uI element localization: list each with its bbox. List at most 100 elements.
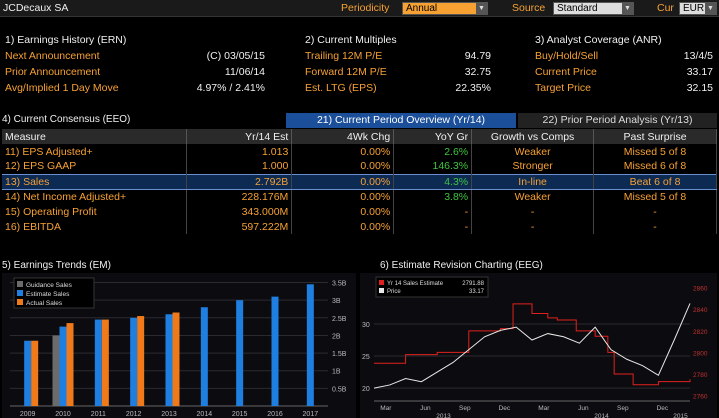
estimate-cell: 343.000M (186, 204, 293, 219)
table-row[interactable]: 13) Sales 2.792B 0.00% 4.3% In-line Beat… (2, 173, 717, 190)
surprise-cell: - (593, 204, 717, 219)
bar (66, 323, 74, 406)
y-tick-label-left: 25 (362, 354, 370, 361)
trailing-pe-value: 94.79 (464, 50, 491, 62)
bar (172, 312, 180, 406)
x-tick-label: 2011 (91, 411, 106, 418)
list-item: Prior Announcement 11/06/14 (5, 66, 265, 82)
column-header[interactable]: YoY Gr (393, 129, 473, 144)
bar (52, 335, 60, 406)
y-tick-label: 2B (332, 333, 341, 340)
surprise-cell: Missed 6 of 8 (593, 159, 717, 174)
legend-value: 33.17 (469, 289, 485, 295)
table-row[interactable]: 16) EBITDA 597.222M 0.00% - - - (2, 219, 717, 234)
surprise-cell: Missed 5 of 8 (593, 144, 717, 159)
chg-cell: 0.00% (291, 219, 395, 234)
table-row[interactable]: 12) EPS GAAP 1.000 0.00% 146.3% Stronger… (2, 159, 717, 174)
earnings-history-title[interactable]: 1) Earnings History (ERN) (5, 34, 127, 46)
column-header[interactable]: Past Surprise (593, 129, 717, 144)
periodicity-label: Periodicity (341, 2, 390, 14)
measure-cell: 13) Sales (2, 173, 188, 190)
x-tick-label: Dec (657, 405, 669, 412)
x-tick-label: Mar (380, 405, 392, 412)
estimate-cell: 2.792B (186, 173, 293, 190)
bar (59, 326, 67, 406)
current-multiples-panel: 2) Current Multiples Trailing 12M P/E 94… (305, 34, 491, 98)
estimate-revision-chart[interactable]: 20 25 30 2760 2780 2800 2820 2840 2860 Mar Jun Sep D… (360, 273, 717, 418)
list-item: Buy/Hold/Sell 13/4/5 (535, 50, 713, 66)
chg-cell: 0.00% (291, 204, 395, 219)
year-label: 2015 (673, 413, 688, 418)
table-row[interactable]: 11) EPS Adjusted+ 1.013 0.00% 2.6% Weake… (2, 144, 717, 159)
company-name: JCDecaux SA (3, 2, 69, 14)
table-row[interactable]: 14) Net Income Adjusted+ 228.176M 0.00% … (2, 189, 717, 204)
periodicity-value: Annual (406, 3, 438, 14)
currency-select[interactable]: EUR ▼ (679, 2, 717, 15)
column-header[interactable]: 4Wk Chg (291, 129, 395, 144)
source-select[interactable]: Standard ▼ (553, 2, 634, 15)
y-tick-label-right: 2820 (693, 329, 708, 336)
bar (165, 314, 173, 406)
x-tick-label: Mar (538, 405, 550, 412)
buy-hold-sell-value: 13/4/5 (683, 50, 713, 62)
tab-current-period[interactable]: 21) Current Period Overview (Yr/14) (286, 113, 516, 128)
current-multiples-title[interactable]: 2) Current Multiples (305, 34, 397, 46)
chevron-down-icon: ▼ (476, 3, 487, 14)
est-ltg-value: 22.35% (455, 82, 491, 94)
list-item: Current Price 33.17 (535, 66, 713, 82)
measure-cell: 15) Operating Profit (2, 204, 188, 219)
bar (236, 300, 244, 406)
bar (137, 316, 145, 406)
x-tick-label: 2010 (55, 411, 71, 418)
bar (94, 319, 102, 406)
surprise-cell: Beat 6 of 8 (593, 173, 717, 190)
y-tick-label-right: 2840 (693, 307, 708, 314)
x-tick-label: Sep (617, 405, 629, 412)
column-header[interactable]: Yr/14 Est (186, 129, 293, 144)
legend-swatch (17, 281, 23, 287)
estimate-cell: 1.000 (186, 159, 293, 174)
x-tick-label: 2013 (161, 411, 177, 418)
bar (200, 307, 208, 406)
next-announcement-label: Next Announcement (5, 50, 100, 62)
source-value: Standard (557, 3, 598, 14)
bar (24, 340, 32, 406)
analyst-coverage-title[interactable]: 3) Analyst Coverage (ANR) (535, 34, 662, 46)
chevron-down-icon: ▼ (622, 3, 633, 14)
periodicity-select[interactable]: Annual ▼ (402, 2, 488, 15)
consensus-title[interactable]: 4) Current Consensus (EEO) (2, 114, 131, 125)
yoy-cell: 146.3% (393, 159, 473, 174)
y-tick-label: 0.5B (332, 386, 347, 393)
current-price-label: Current Price (535, 66, 597, 78)
list-item: Est. LTG (EPS) 22.35% (305, 82, 491, 98)
top-bar: JCDecaux SA Periodicity Annual ▼ Source … (0, 0, 719, 17)
tab-prior-period[interactable]: 22) Prior Period Analysis (Yr/13) (518, 113, 717, 128)
earnings-trends-chart[interactable]: 0.5B 1B 1.5B 2B 2.5B 3B 3.5B 2009 2010 2011 2012 20… (2, 273, 356, 418)
chg-cell: 0.00% (291, 189, 395, 204)
column-header[interactable]: Measure (2, 129, 188, 144)
surprise-cell: - (593, 219, 717, 234)
estimate-revision-title[interactable]: 6) Estimate Revision Charting (EEG) (380, 260, 543, 271)
year-label: 2014 (594, 413, 609, 418)
yoy-cell: 4.3% (393, 173, 473, 190)
prior-announcement-value: 11/06/14 (224, 66, 265, 78)
column-header[interactable]: Growth vs Comps (471, 129, 595, 144)
earnings-trends-title[interactable]: 5) Earnings Trends (EM) (2, 260, 111, 271)
table-row[interactable]: 15) Operating Profit 343.000M 0.00% - - … (2, 204, 717, 219)
measure-cell: 16) EBITDA (2, 219, 188, 234)
estimate-cell: 1.013 (186, 144, 293, 159)
measure-cell: 11) EPS Adjusted+ (2, 144, 188, 159)
legend-label: Yr 14 Sales Estimate (387, 281, 444, 287)
x-tick-label: 2017 (303, 411, 319, 418)
avg-move-label: Avg/Implied 1 Day Move (5, 82, 119, 94)
chevron-down-icon: ▼ (705, 3, 716, 14)
estimate-cell: 597.222M (186, 219, 293, 234)
y-tick-label: 3B (332, 298, 341, 305)
cur-label: Cur (657, 2, 674, 14)
bar (31, 340, 39, 406)
x-tick-label: 2016 (267, 411, 283, 418)
measure-cell: 14) Net Income Adjusted+ (2, 189, 188, 204)
x-tick-label: 2009 (20, 411, 36, 418)
series-line (374, 303, 691, 386)
legend-label: Guidance Sales (26, 282, 73, 289)
